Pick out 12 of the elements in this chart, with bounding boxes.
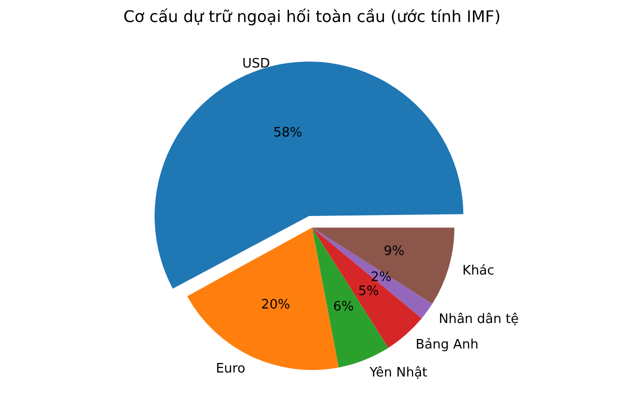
slice-label: Nhân dân tệ <box>438 312 519 328</box>
slice-label: Bảng Anh <box>416 337 478 352</box>
chart-title: Cơ cấu dự trữ ngoại hối toàn cầu (ước tính IMF) <box>123 6 501 26</box>
data-label: 58% <box>273 126 302 141</box>
slice-label: Khác <box>462 264 494 279</box>
data-label: 20% <box>261 297 290 312</box>
data-label: 9% <box>384 244 404 259</box>
slice-label: USD <box>242 56 270 72</box>
slice-label: Euro <box>216 362 246 377</box>
data-label: 6% <box>333 299 354 314</box>
slice-label: Yên Nhật <box>368 366 428 381</box>
data-label: 5% <box>358 284 379 300</box>
